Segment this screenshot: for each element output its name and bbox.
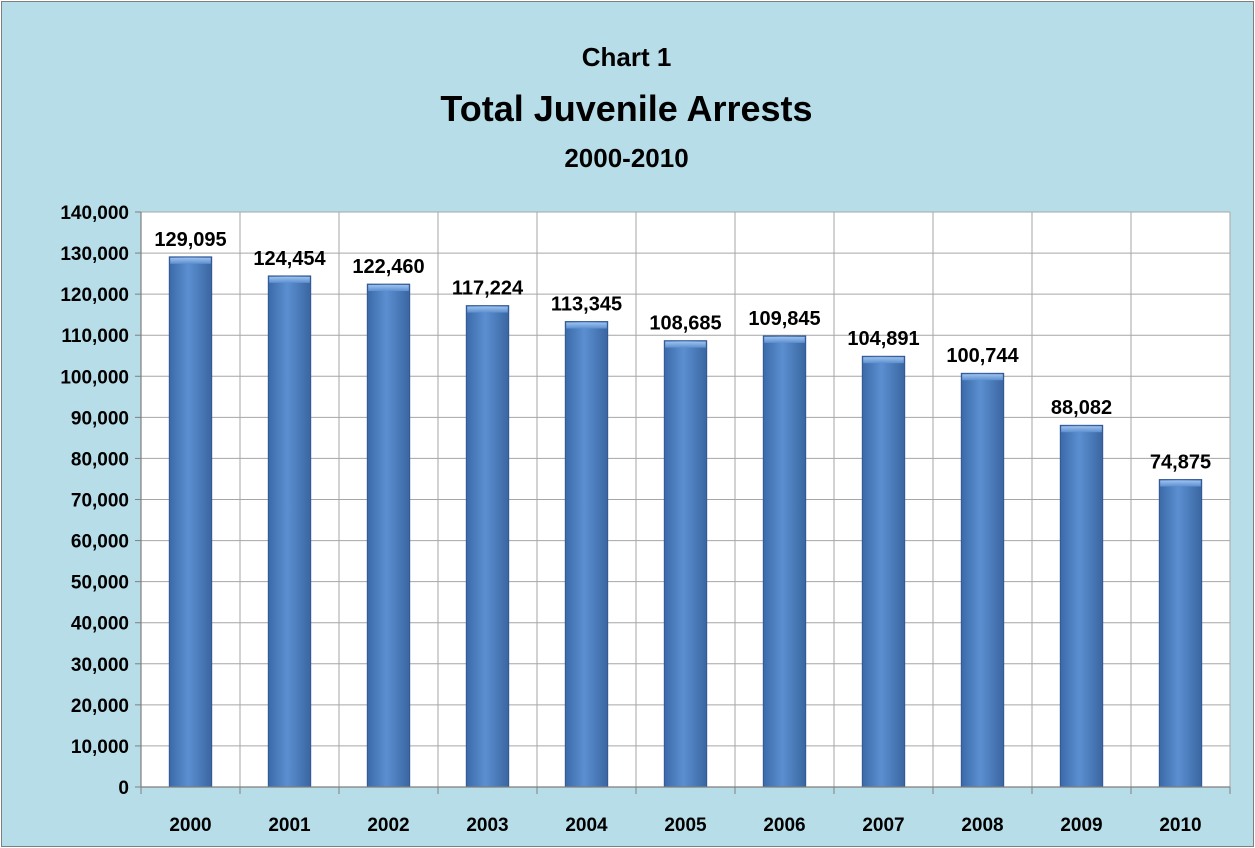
data-label: 109,845 (748, 308, 820, 330)
bar (762, 335, 807, 788)
y-tick-label: 0 (118, 778, 129, 799)
bar (366, 283, 411, 788)
y-tick-label: 20,000 (71, 696, 129, 717)
data-label: 113,345 (551, 293, 622, 315)
x-tick-label: 2004 (565, 815, 608, 836)
bar (1158, 479, 1203, 788)
bar-top-highlight (1160, 480, 1201, 487)
bar-top-highlight (269, 276, 310, 283)
bar (465, 305, 510, 788)
x-tick-label: 2008 (961, 815, 1003, 836)
data-label: 129,095 (154, 229, 226, 251)
x-tick-label: 2006 (763, 815, 805, 836)
data-label: 124,454 (253, 248, 326, 270)
bar (663, 340, 708, 788)
y-tick-label: 30,000 (71, 655, 129, 676)
y-tick-label: 40,000 (71, 614, 129, 635)
y-tick-label: 100,000 (60, 367, 129, 388)
data-label: 88,082 (1051, 397, 1112, 419)
x-tick-label: 2010 (1159, 815, 1201, 836)
bar (1059, 424, 1104, 788)
bar-top-highlight (1061, 426, 1102, 433)
x-tick-label: 2001 (268, 815, 311, 836)
y-tick-label: 110,000 (61, 326, 129, 347)
bar (168, 256, 213, 788)
data-label: 74,875 (1150, 451, 1211, 473)
data-label: 108,685 (649, 313, 721, 335)
y-tick-label: 130,000 (60, 244, 129, 265)
labels: 0 10,000 20,000 30,000 40,000 50,000 60,000 70,… (60, 203, 1211, 836)
y-tick-label: 80,000 (71, 449, 129, 470)
y-tick-label: 140,000 (60, 203, 129, 224)
bar-top-highlight (467, 306, 508, 313)
bar-top-highlight (566, 322, 607, 329)
x-tick-label: 2000 (169, 815, 211, 836)
bar-top-highlight (764, 336, 805, 343)
y-tick-label: 120,000 (60, 285, 129, 306)
bar-top-highlight (962, 374, 1003, 381)
chart-subtitle-years: 2000-2010 (564, 143, 689, 173)
axes (135, 211, 1231, 794)
bar (267, 275, 312, 788)
x-tick-label: 2009 (1060, 815, 1102, 836)
x-tick-label: 2003 (466, 815, 508, 836)
bar (960, 372, 1005, 788)
data-label: 117,224 (452, 278, 524, 300)
chart-subtitle: Total Juvenile Arrests (440, 88, 813, 129)
bar-top-highlight (368, 285, 409, 292)
chart-title: Chart 1 (581, 42, 672, 72)
y-tick-label: 60,000 (71, 532, 129, 553)
data-label: 100,744 (946, 345, 1019, 367)
x-tick-label: 2007 (862, 815, 904, 836)
x-tick-label: 2005 (664, 815, 707, 836)
bar-top-highlight (170, 257, 211, 264)
y-tick-label: 70,000 (71, 491, 129, 512)
bar-top-highlight (863, 357, 904, 364)
y-tick-label: 90,000 (71, 408, 129, 429)
bar (564, 321, 609, 788)
x-tick-label: 2002 (367, 815, 409, 836)
data-label: 104,891 (847, 328, 919, 350)
bar-top-highlight (665, 341, 706, 348)
data-label: 122,460 (352, 256, 424, 278)
y-tick-label: 10,000 (71, 737, 129, 758)
bar (861, 355, 906, 788)
y-tick-label: 50,000 (71, 573, 129, 594)
